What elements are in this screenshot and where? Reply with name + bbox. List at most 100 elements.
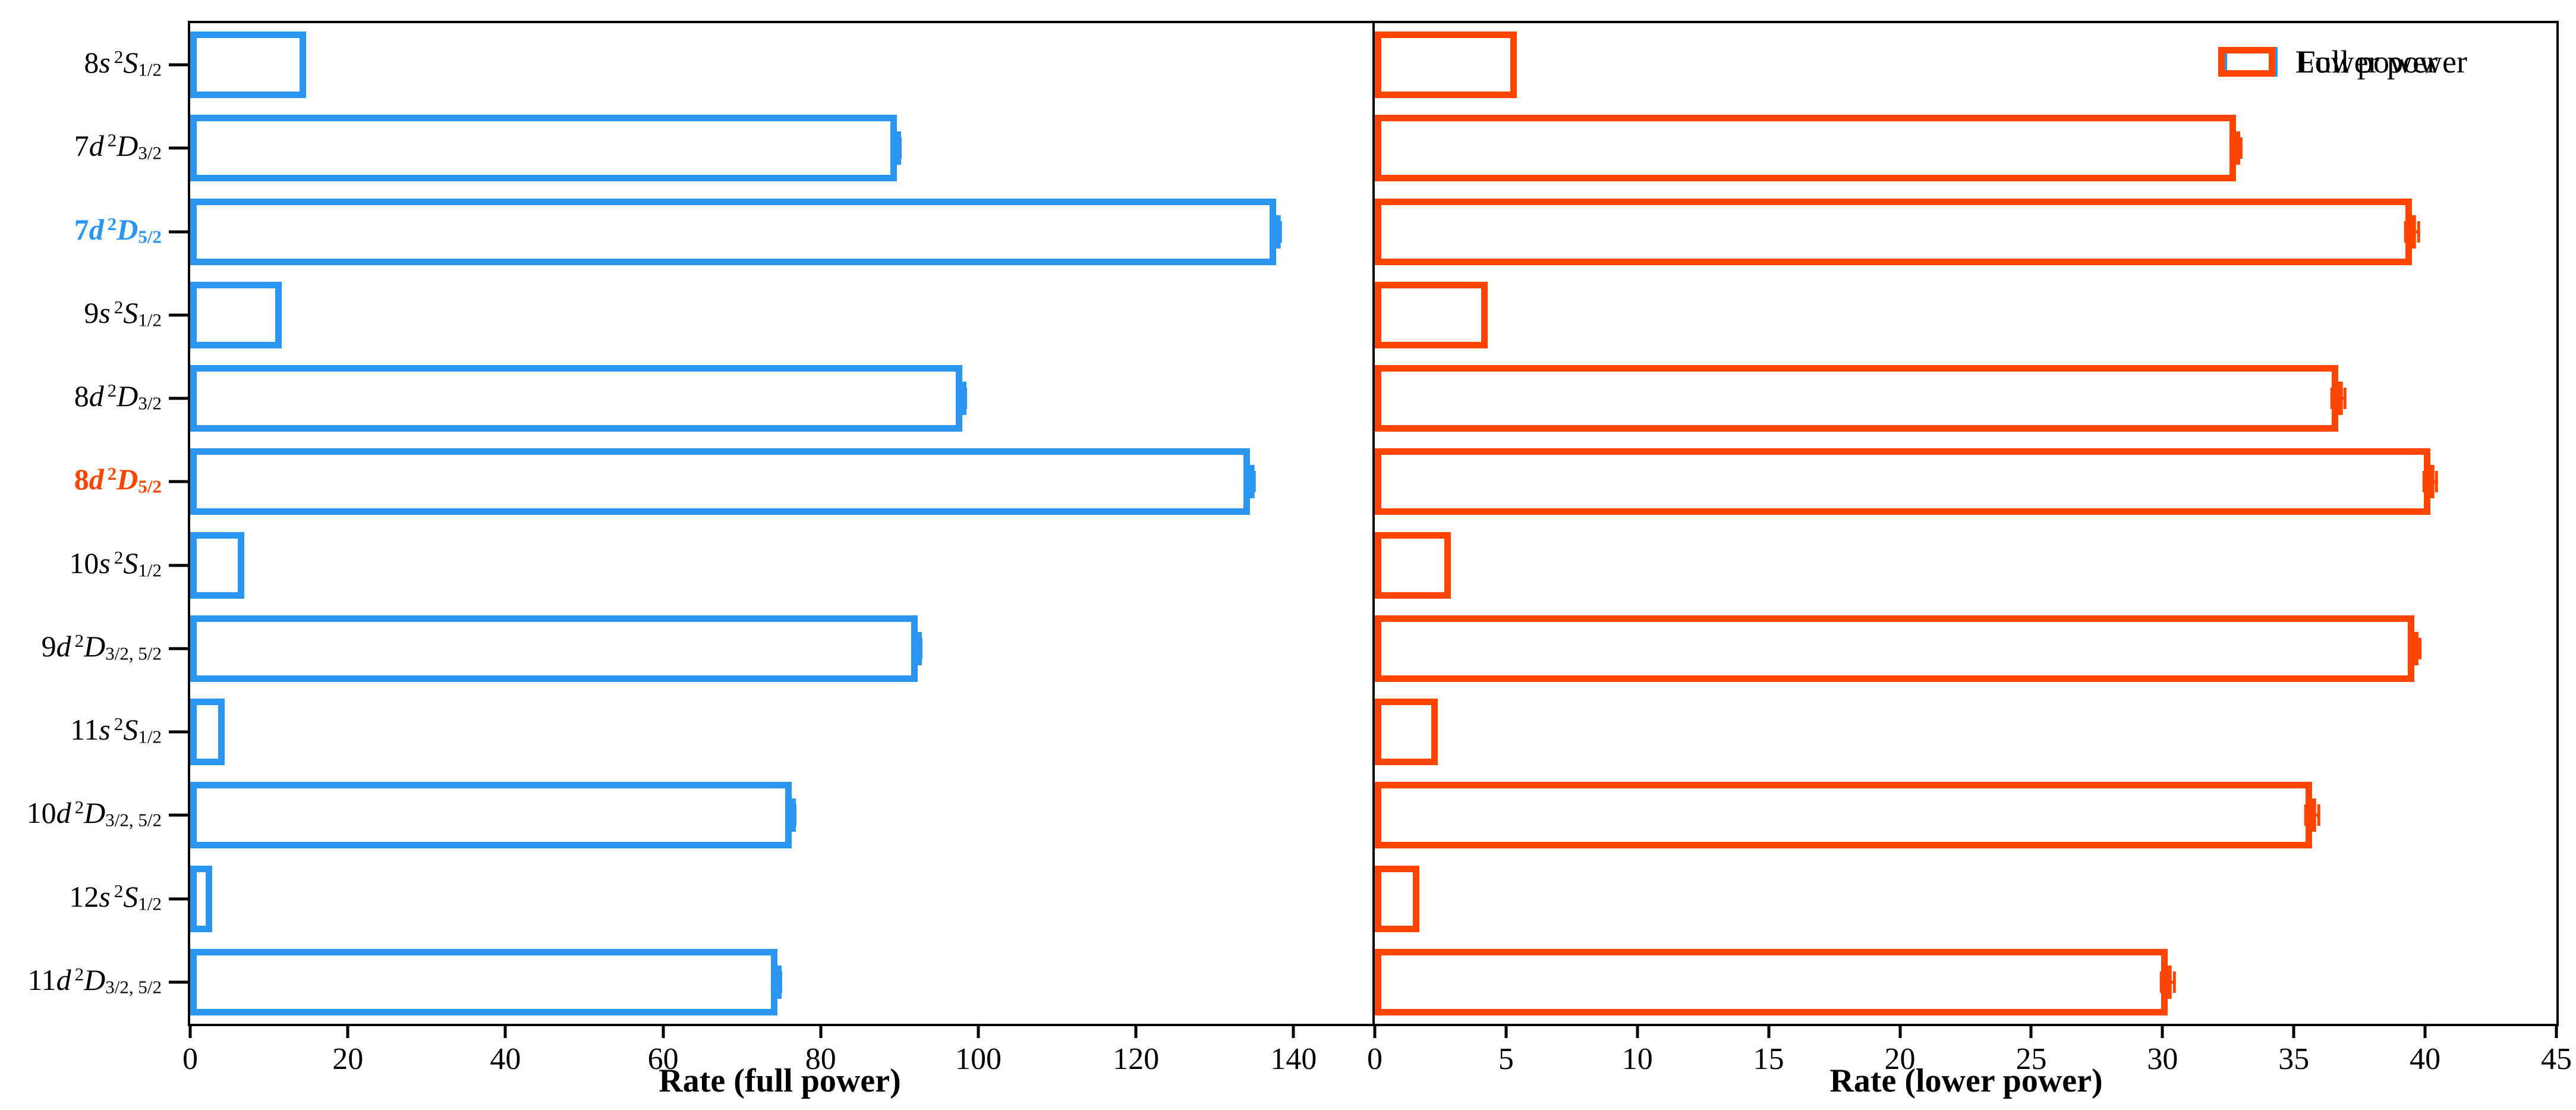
- x-axis-tick-label: 25: [2016, 1042, 2047, 1076]
- error-bar-cap-left: [2229, 137, 2232, 159]
- bar-row: [190, 23, 1372, 106]
- plot-area: 0 20 40 60 80 100 120 140 0 5 10 15 20 25 30 35 40 45 Fu…: [169, 21, 2572, 1075]
- x-axis-tick-label: 45: [2541, 1042, 2572, 1076]
- x-axis-tick-label: 0: [1367, 1042, 1383, 1076]
- x-axis-tick-label: 140: [1270, 1042, 1317, 1076]
- error-bar: [1270, 214, 1282, 250]
- y-axis-tick: [169, 63, 188, 67]
- panel-divider-spine: [1372, 23, 1375, 1024]
- x-axis-tick: [1373, 1024, 1377, 1038]
- error-bar-marker: [1272, 215, 1281, 249]
- bar-row: [190, 607, 1372, 690]
- error-bar-cap-right: [2317, 804, 2320, 826]
- error-bar-marker: [2308, 798, 2317, 832]
- bar: [1375, 615, 2415, 682]
- error-bar-marker: [773, 965, 782, 999]
- bar-row: [190, 440, 1372, 523]
- bar-row: [190, 273, 1372, 357]
- x-axis-tick-label: 15: [1753, 1042, 1784, 1076]
- x-axis-title-full-power: Rate (full power): [659, 1062, 901, 1099]
- error-bar-cap-right: [2417, 221, 2420, 243]
- bar-row: [190, 106, 1372, 190]
- bar: [190, 865, 213, 932]
- x-axis-tick-label: 120: [1113, 1042, 1160, 1076]
- error-bar: [892, 130, 902, 166]
- bar-row: [190, 857, 1372, 941]
- bar-row: [1375, 941, 2556, 1024]
- bar-row: [1375, 190, 2556, 273]
- y-axis-label: 8d 2D3/2: [74, 379, 162, 414]
- y-axis-tick: [169, 730, 188, 734]
- x-axis-tick-label: 20: [1884, 1042, 1916, 1076]
- bar-row: [1375, 690, 2556, 773]
- x-axis-tick: [188, 1024, 192, 1038]
- y-axis-label: 11s 2S1/2: [70, 713, 162, 747]
- y-axis-tick: [169, 313, 188, 317]
- y-axis-tick: [169, 980, 188, 984]
- y-axis-tick: [169, 813, 188, 817]
- bar-row: [190, 524, 1372, 607]
- bar-row: [190, 941, 1372, 1024]
- x-axis-tick: [977, 1024, 980, 1038]
- error-bar: [2331, 381, 2347, 416]
- x-axis-tick-label: 60: [647, 1042, 679, 1076]
- error-bar: [2404, 214, 2420, 250]
- bar: [1375, 448, 2430, 515]
- legend-label-full-power: Full power: [2297, 44, 2438, 80]
- y-axis-label: 7d 2D3/2: [74, 129, 162, 163]
- error-bar-marker: [2410, 631, 2419, 665]
- y-axis-label: 10d 2D3/2, 5/2: [26, 796, 162, 831]
- x-axis-tick-label: 0: [182, 1042, 198, 1076]
- legend-swatch-lower-power: [2218, 47, 2275, 77]
- bar: [190, 782, 792, 849]
- error-bar-marker: [2426, 465, 2435, 499]
- error-bar-cap-right: [2240, 137, 2243, 159]
- bar-row: [1375, 524, 2556, 607]
- x-axis-tick: [346, 1024, 349, 1038]
- error-bar-cap-left: [2408, 637, 2411, 659]
- error-bar-cap-left: [2404, 221, 2407, 243]
- error-bar-marker: [1246, 465, 1255, 499]
- x-axis-tick-label: 10: [1621, 1042, 1653, 1076]
- bar: [1375, 115, 2237, 182]
- x-axis-tick-label: 5: [1498, 1042, 1514, 1076]
- x-axis-tick: [1636, 1024, 1639, 1038]
- y-axis-tick: [169, 647, 188, 650]
- bar-row: [1375, 273, 2556, 357]
- y-axis-labels: 8s 2S1/2 7d 2D3/2 7d 2D5/2 9s 2S1/2 8d 2D3/2 8d 2D5…: [0, 21, 162, 1021]
- x-axis-tick: [1292, 1024, 1295, 1038]
- x-axis-tick: [1134, 1024, 1138, 1038]
- bar: [190, 448, 1251, 515]
- x-axis-tick-label: 40: [2410, 1042, 2441, 1076]
- bar-row: [1375, 773, 2556, 857]
- error-bar-cap-right: [2435, 471, 2439, 493]
- bar: [190, 115, 897, 182]
- x-axis-tick-label: 30: [2147, 1042, 2178, 1076]
- error-bar-cap-right: [2172, 971, 2176, 993]
- y-axis-tick: [169, 564, 188, 567]
- y-axis-label: 8s 2S1/2: [84, 46, 162, 80]
- y-axis-tick: [169, 897, 188, 901]
- x-axis-tick-label: 40: [490, 1042, 521, 1076]
- bar: [1375, 782, 2313, 849]
- panel-full-power: 0 20 40 60 80 100 120 140: [182, 23, 1372, 1075]
- bar: [1375, 699, 1438, 766]
- x-axis-tick-label: 100: [955, 1042, 1002, 1076]
- x-axis-tick: [2555, 1024, 2558, 1038]
- bar: [1375, 281, 1488, 348]
- panel-lower-power: 0 5 10 15 20 25 30 35 40 45: [1367, 23, 2572, 1075]
- y-axis-label: 11d 2D3/2, 5/2: [27, 963, 162, 998]
- bar-row: [1375, 106, 2556, 190]
- error-bar: [2159, 964, 2176, 1000]
- error-bar-marker: [2334, 382, 2343, 416]
- error-bar-cap-left: [2331, 388, 2334, 410]
- x-axis-tick: [1898, 1024, 1902, 1038]
- bar-row: [1375, 357, 2556, 440]
- y-axis-label: 9s 2S1/2: [84, 295, 162, 331]
- error-bar: [2229, 130, 2243, 166]
- bar-row: [190, 690, 1372, 773]
- bar: [1375, 532, 1451, 599]
- bar: [1375, 32, 1517, 99]
- error-bar: [958, 381, 968, 416]
- x-axis-tick: [1504, 1024, 1508, 1038]
